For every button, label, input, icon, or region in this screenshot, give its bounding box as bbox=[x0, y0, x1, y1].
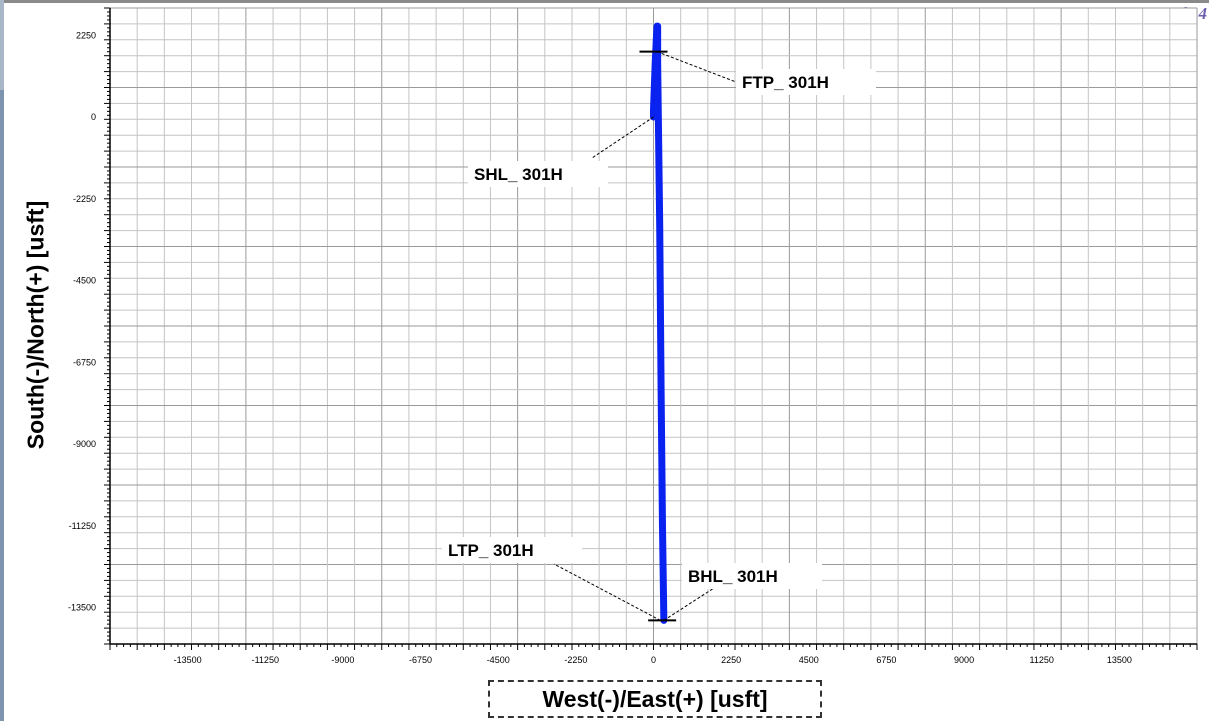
x-tick-label: 13500 bbox=[1107, 655, 1132, 665]
annotation-label-bg bbox=[442, 537, 582, 563]
y-tick-label: -2250 bbox=[73, 194, 96, 204]
x-tick-label: -13500 bbox=[174, 655, 202, 665]
x-tick-label: 9000 bbox=[954, 655, 974, 665]
x-tick-label: -9000 bbox=[331, 655, 354, 665]
annotation-labels: FTP_ 301H SHL_ 301H LTP_ 301H BHL_ 301H bbox=[442, 69, 876, 589]
y-tick-label: 0 bbox=[91, 112, 96, 122]
annotation-leader bbox=[591, 116, 654, 159]
wellbore-path bbox=[650, 22, 668, 624]
y-tick-label: -11250 bbox=[69, 521, 96, 531]
annotation-label: BHL_ 301H bbox=[688, 567, 778, 586]
grid bbox=[109, 7, 1198, 645]
annotation-leaders bbox=[553, 51, 737, 621]
x-axis-ticks: -13500 -11250 -9000 -6750 -4500 -2250 0 2250 450… bbox=[109, 644, 1198, 665]
x-tick-label: -6750 bbox=[409, 655, 432, 665]
frame-top-border bbox=[0, 0, 1209, 3]
x-tick-label: -11250 bbox=[252, 655, 279, 665]
annotation-label-bg bbox=[468, 161, 608, 187]
x-tick-label: 0 bbox=[651, 655, 656, 665]
annotation-label-bg bbox=[736, 69, 876, 95]
y-axis-label: South(-)/North(+) [usft] bbox=[22, 200, 49, 450]
x-tick-label: 2250 bbox=[721, 655, 741, 665]
y-tick-label: 2250 bbox=[76, 30, 96, 40]
x-tick-label: -4500 bbox=[487, 655, 510, 665]
y-tick-label: -6750 bbox=[73, 357, 96, 367]
annotation-label: SHL_ 301H bbox=[474, 165, 563, 184]
series-layer bbox=[639, 22, 677, 624]
x-tick-label: 11250 bbox=[1030, 655, 1054, 665]
x-tick-label: 4500 bbox=[799, 655, 819, 665]
annotation-label-bg bbox=[682, 563, 822, 589]
y-tick-label: -9000 bbox=[73, 439, 96, 449]
x-tick-label: -2250 bbox=[564, 655, 587, 665]
x-tick-label: 6750 bbox=[876, 655, 896, 665]
annotation-label: FTP_ 301H bbox=[742, 73, 829, 92]
annotation-leader bbox=[656, 51, 737, 83]
y-axis-ticks: 2250 0 -2250 -4500 -6750 -9000 -11250 -13500 bbox=[68, 7, 110, 645]
y-tick-label: -4500 bbox=[73, 276, 96, 286]
y-tick-label: -13500 bbox=[68, 603, 96, 613]
frame-left-accent bbox=[0, 90, 4, 721]
annotation-leader bbox=[553, 563, 661, 621]
x-axis-label: West(-)/East(+) [usft] bbox=[488, 680, 822, 718]
annotation-label: LTP_ 301H bbox=[448, 541, 534, 560]
